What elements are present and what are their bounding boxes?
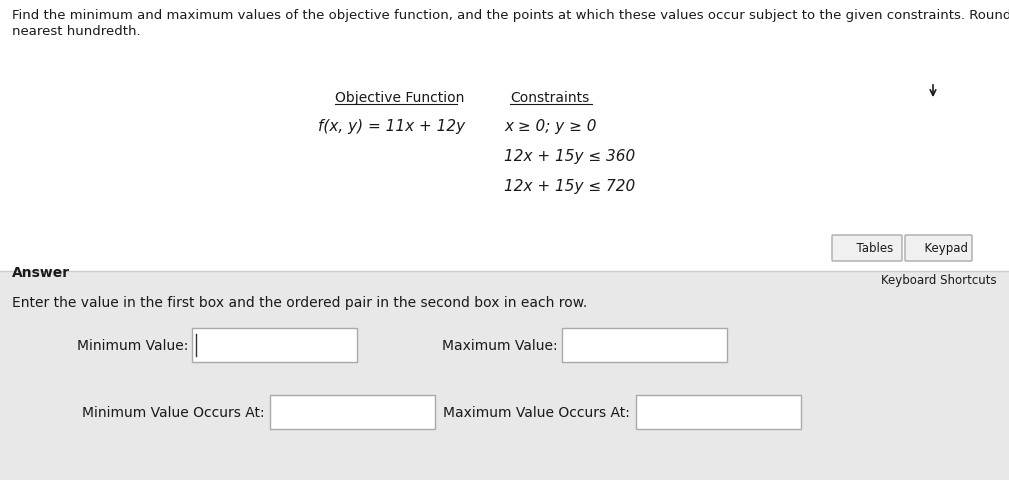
Bar xyxy=(562,328,727,362)
Text: Maximum Value Occurs At:: Maximum Value Occurs At: xyxy=(443,405,630,419)
Text: Maximum Value:: Maximum Value: xyxy=(442,338,558,352)
Text: nearest hundredth.: nearest hundredth. xyxy=(12,25,140,38)
Text: Find the minimum and maximum values of the objective function, and the points at: Find the minimum and maximum values of t… xyxy=(12,9,1009,22)
Text: f(x, y) = 11x + 12y: f(x, y) = 11x + 12y xyxy=(318,119,465,134)
Bar xyxy=(636,395,801,429)
Text: 12x + 15y ≤ 360: 12x + 15y ≤ 360 xyxy=(504,149,636,164)
Text: Keyboard Shortcuts: Keyboard Shortcuts xyxy=(882,274,997,287)
Text: Minimum Value:: Minimum Value: xyxy=(77,338,188,352)
Bar xyxy=(270,395,435,429)
Text: Objective Function: Objective Function xyxy=(335,91,464,105)
Text: Minimum Value Occurs At:: Minimum Value Occurs At: xyxy=(83,405,265,419)
FancyBboxPatch shape xyxy=(832,236,902,262)
Text: Tables: Tables xyxy=(849,242,893,255)
Text: 12x + 15y ≤ 720: 12x + 15y ≤ 720 xyxy=(504,179,636,193)
Bar xyxy=(0,0,1009,271)
Text: Constraints: Constraints xyxy=(510,91,589,105)
Text: x ≥ 0; y ≥ 0: x ≥ 0; y ≥ 0 xyxy=(504,119,596,134)
Text: Answer: Answer xyxy=(12,265,70,279)
FancyBboxPatch shape xyxy=(905,236,972,262)
Bar xyxy=(192,328,357,362)
Bar xyxy=(0,271,1009,480)
Text: Enter the value in the first box and the ordered pair in the second box in each : Enter the value in the first box and the… xyxy=(12,295,587,309)
Text: Keypad: Keypad xyxy=(917,242,968,255)
